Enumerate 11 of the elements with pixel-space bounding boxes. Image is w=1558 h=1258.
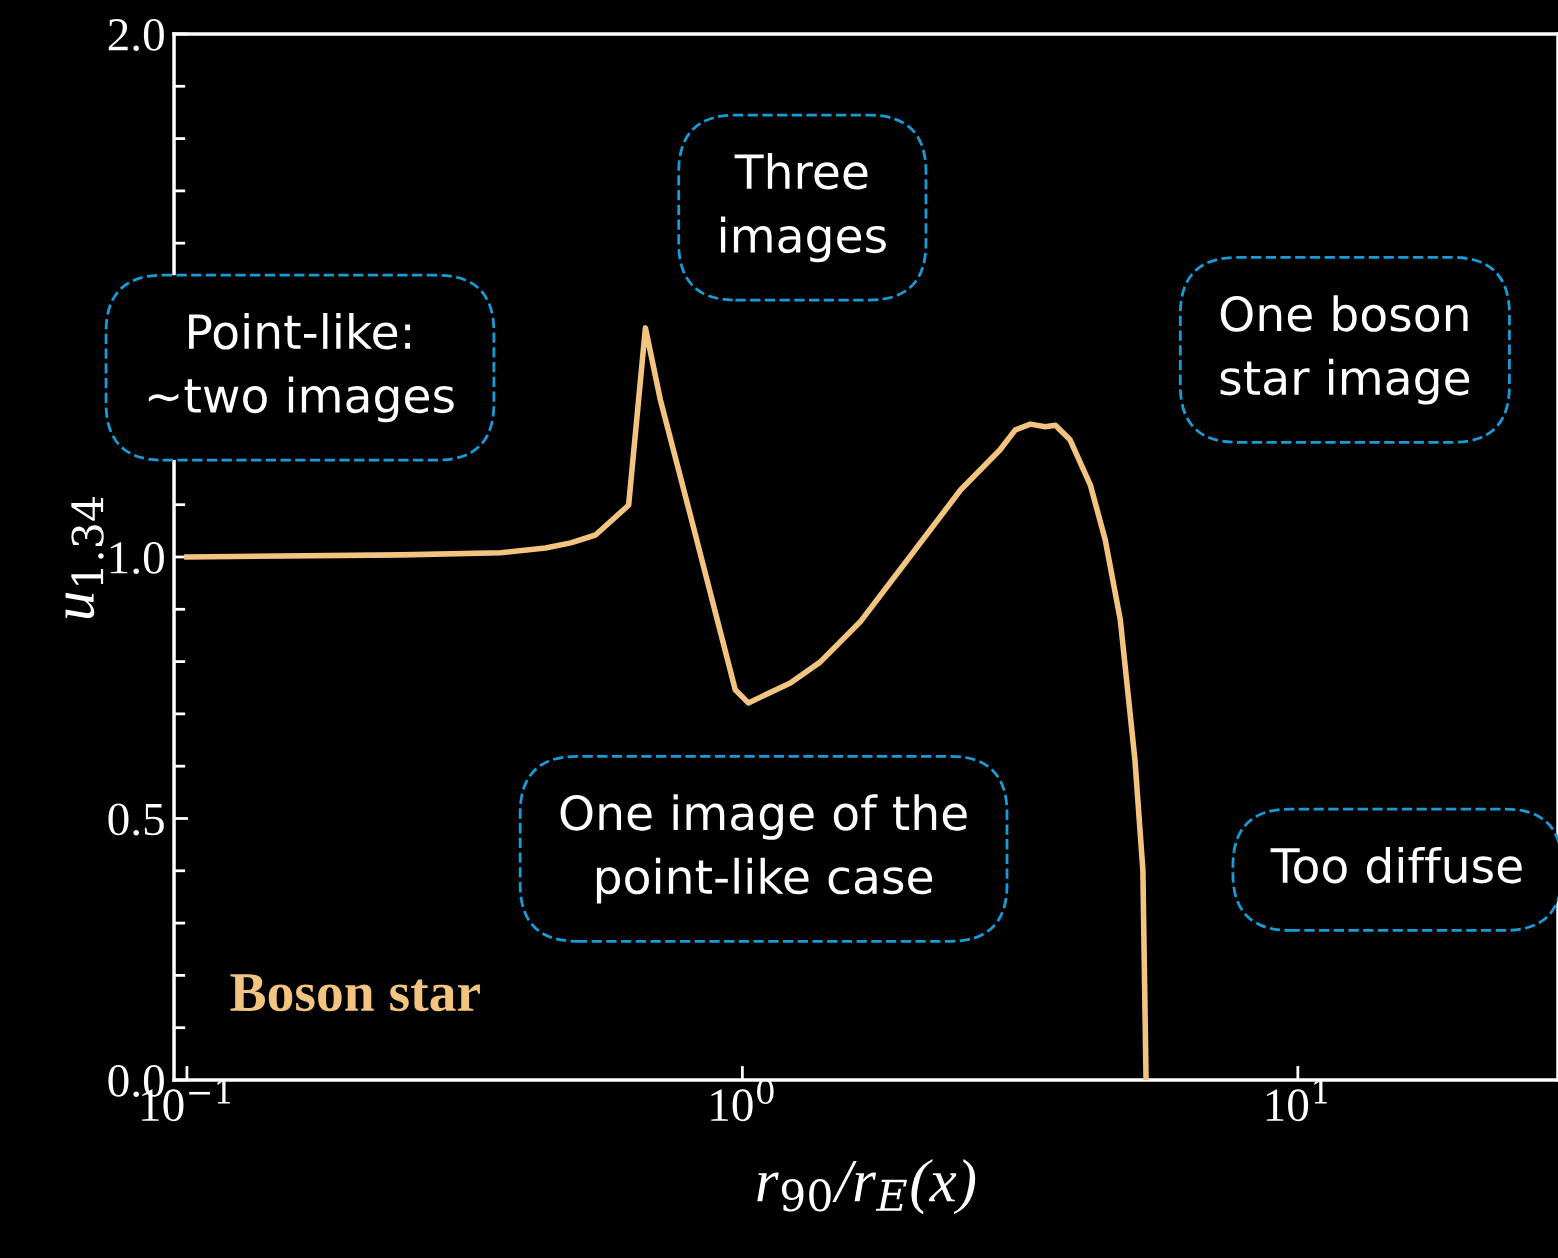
annotation: Point-like: ~two images [148,312,454,423]
annotation: Three images [720,152,886,263]
annotation: One boson star image [1220,295,1470,405]
y-tick-label: 1.0 [110,541,164,575]
text: Boson star [230,974,480,1012]
x-axis-title: r$_{90}$/r$_{E}$(x) [757,1158,976,1215]
y-tick-label: 2.0 [108,18,164,52]
y-tick-label: 0.5 [108,803,164,836]
annotation: Too diffuse [1270,846,1522,884]
y-axis-title: u$_{1.34}$ [65,496,104,619]
annotation: One image of the point-like case [560,794,967,904]
